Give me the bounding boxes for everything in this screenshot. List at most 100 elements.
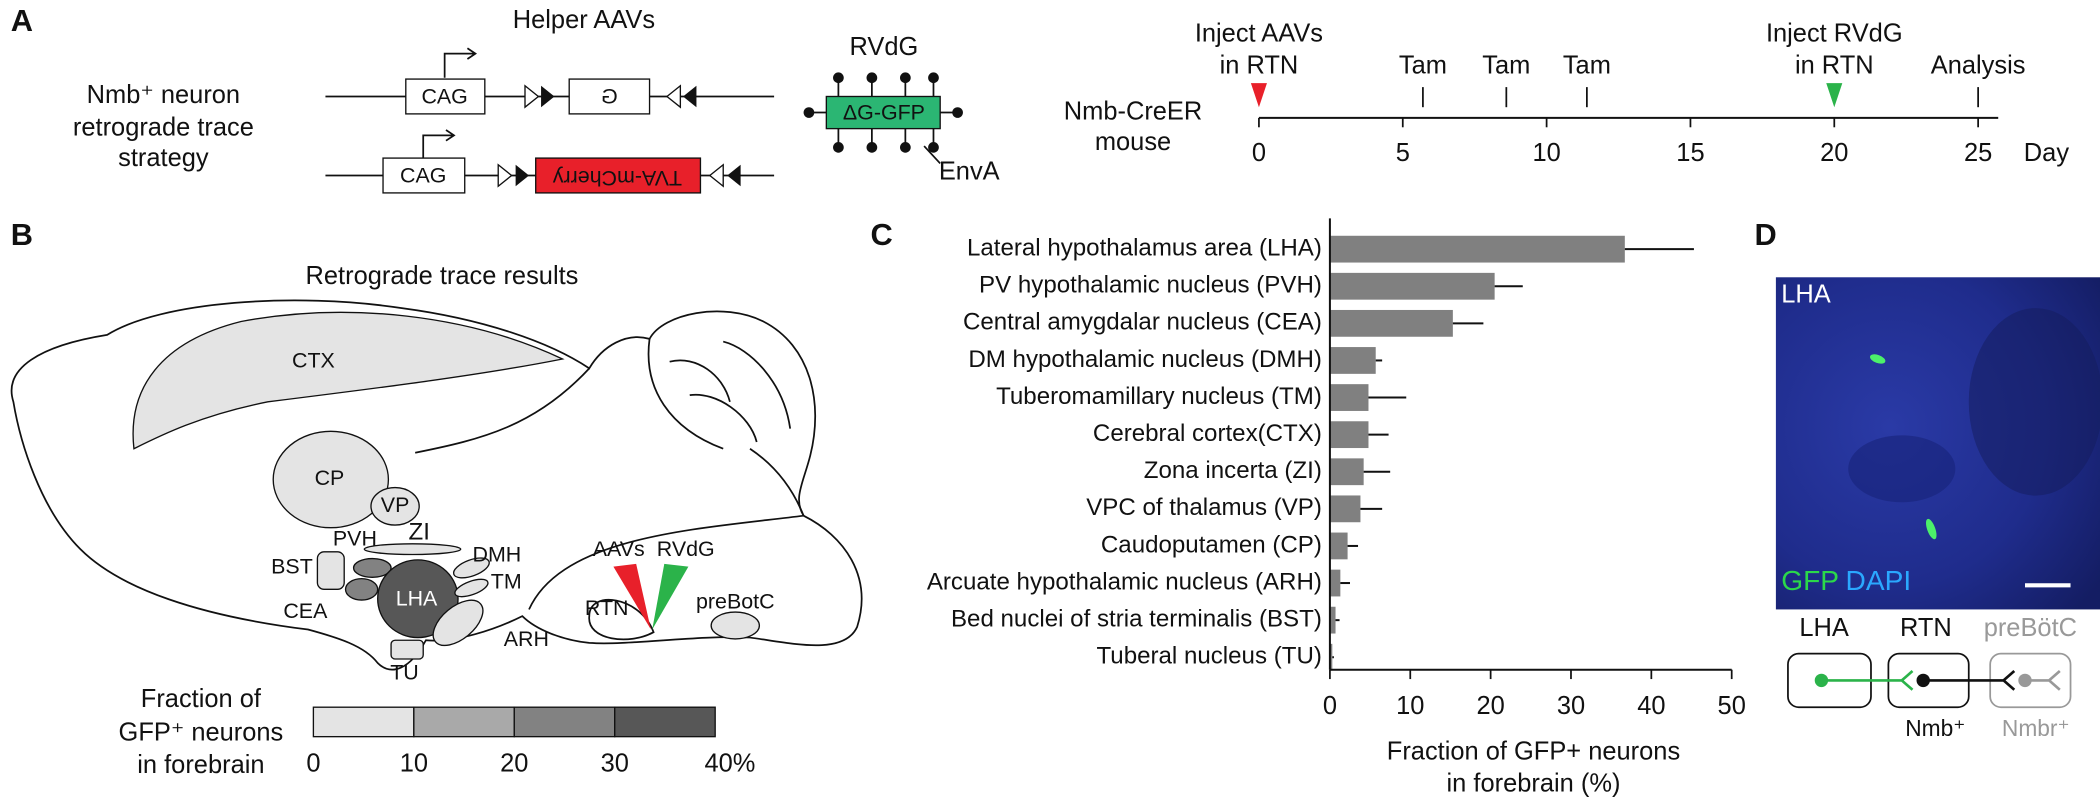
- x-tick-label: 40: [1637, 692, 1665, 720]
- region-prebotc: [710, 611, 761, 640]
- region-label: ZI: [408, 518, 429, 545]
- region-pvh: [352, 557, 392, 578]
- x-axis-label: Fraction of GFP+ neurons: [1387, 737, 1680, 765]
- stain-gfp: GFP: [1781, 565, 1839, 596]
- bar: [1329, 384, 1369, 411]
- brain-internal-lines: [415, 338, 805, 610]
- event-marker: [1826, 83, 1843, 108]
- bar: [1329, 458, 1364, 486]
- category-label: Arcuate hypothalamic nucleus (ARH): [927, 568, 1322, 595]
- timeline-tick-label: 20: [1820, 139, 1848, 167]
- region-label: RTN: [585, 596, 629, 620]
- legend-title: in forebrain: [137, 751, 264, 779]
- strategy-text: strategy: [118, 144, 209, 172]
- panel-letter: D: [1754, 217, 1776, 252]
- circuit-node-label: preBötC: [1984, 614, 2077, 642]
- injection-aavs: [613, 563, 651, 630]
- timeline-tick-label: 10: [1532, 139, 1560, 167]
- bar: [1329, 309, 1453, 337]
- event-label: Tam: [1563, 52, 1611, 80]
- micrograph-texture: [1848, 435, 1956, 503]
- category-label: Cerebral cortex(CTX): [1093, 420, 1322, 447]
- panel-c: C Lateral hypothalamus area (LHA) PV hypo…: [871, 217, 1746, 797]
- strategy-text: retrograde trace: [73, 113, 254, 141]
- category-label: PV hypothalamic nucleus (PVH): [979, 272, 1322, 299]
- region-label: CEA: [283, 599, 328, 623]
- legend-tick-label: 10: [400, 750, 428, 778]
- event-label: Tam: [1399, 52, 1447, 80]
- virus-title: RVdG: [850, 33, 919, 61]
- legend-bin: [413, 706, 515, 738]
- virus-spikes: [811, 80, 955, 165]
- circuit-cell: [1916, 673, 1930, 688]
- x-tick-label: 30: [1557, 692, 1585, 720]
- promoter-label: CAG: [421, 84, 467, 108]
- region-label: TU: [390, 660, 419, 684]
- panel-title: Retrograde trace results: [306, 262, 579, 290]
- bar: [1329, 495, 1361, 523]
- circuit-projection: [1923, 670, 2016, 691]
- injection-rvdg: [652, 563, 689, 630]
- legend-tick-label: 40%: [704, 750, 755, 778]
- region-arh: [432, 599, 484, 647]
- region-tu: [390, 639, 424, 660]
- region-bst: [316, 551, 345, 591]
- bar: [1329, 235, 1625, 263]
- category-label: Tuberomamillary nucleus (TM): [996, 383, 1322, 410]
- region-label: LHA: [396, 587, 438, 611]
- category-label: Central amygdalar nucleus (CEA): [963, 309, 1322, 336]
- panel-letter: B: [11, 217, 33, 252]
- circuit-node-label: RTN: [1900, 614, 1952, 642]
- event-label: Inject AAVs: [1195, 20, 1323, 48]
- region-label: BST: [271, 555, 313, 579]
- category-label: Lateral hypothalamus area (LHA): [967, 235, 1322, 262]
- region-label: CTX: [292, 348, 335, 372]
- region-zi: [363, 543, 462, 556]
- promoter-label: CAG: [400, 163, 446, 187]
- region-dmh: [452, 557, 490, 579]
- x-tick-label: 20: [1476, 692, 1504, 720]
- bar: [1329, 643, 1333, 671]
- legend-title: GFP⁺ neurons: [119, 719, 284, 747]
- promoter-box: [382, 157, 466, 194]
- category-label: Zona incerta (ZI): [1144, 457, 1322, 484]
- virus-coat: EnvA: [939, 158, 1000, 186]
- brain-outline: [10, 299, 863, 671]
- circuit-cell: [2018, 673, 2032, 688]
- region-label: DMH: [472, 543, 521, 567]
- helper-title: Helper AAVs: [513, 6, 655, 34]
- region-tm: [454, 578, 489, 598]
- region-label: PVH: [333, 526, 377, 550]
- timeline-subject: Nmb-CreER: [1064, 97, 1203, 125]
- timeline-subject: mouse: [1095, 128, 1171, 156]
- promoter-box: [405, 78, 486, 115]
- gene-box: [568, 78, 651, 115]
- event-label: in RTN: [1220, 52, 1299, 80]
- bar: [1329, 347, 1376, 374]
- region-label: TM: [491, 569, 522, 593]
- panel-d: D LHA GFP DAPI LHA RTN preBötC Nmb⁺ Nmbr…: [1754, 217, 2100, 741]
- event-label: Analysis: [1931, 52, 2026, 80]
- image-label: LHA: [1781, 281, 1831, 309]
- micrograph-texture: [1968, 308, 2100, 496]
- bar: [1329, 606, 1336, 634]
- promoter-arrow: [422, 129, 456, 159]
- panel-letter: C: [871, 217, 893, 252]
- timeline-unit: Day: [2024, 139, 2070, 167]
- virus-glycoproteins: [803, 72, 963, 153]
- virus-box: [825, 95, 941, 130]
- region-label: VP: [381, 493, 410, 517]
- legend-tick-label: 20: [500, 750, 528, 778]
- event-label: in RTN: [1795, 52, 1874, 80]
- category-label: DM hypothalamic nucleus (DMH): [968, 346, 1321, 373]
- lox-site: [515, 164, 530, 187]
- bar: [1329, 569, 1341, 597]
- timeline-tick-label: 5: [1396, 139, 1410, 167]
- circuit-node-label: LHA: [1799, 614, 1849, 642]
- lox-site: [683, 85, 697, 108]
- lox-site: [524, 84, 540, 109]
- timeline-tick-label: 25: [1964, 139, 1992, 167]
- region-rtn: [588, 599, 655, 641]
- event-label: Tam: [1482, 52, 1530, 80]
